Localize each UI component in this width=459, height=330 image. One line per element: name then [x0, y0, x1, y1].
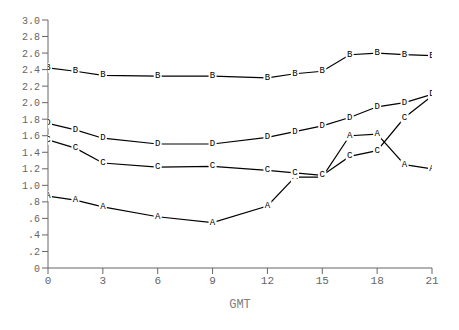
svg-text:B: B: [429, 51, 432, 61]
svg-text:B: B: [73, 66, 79, 76]
svg-text:2.4: 2.4: [22, 65, 40, 76]
svg-text:D: D: [265, 132, 270, 142]
svg-text:.2: .2: [28, 247, 40, 258]
svg-text:0: 0: [45, 275, 52, 287]
svg-text:3.0: 3.0: [22, 16, 40, 27]
svg-text:B: B: [155, 71, 161, 81]
svg-text:1.8: 1.8: [22, 115, 40, 126]
svg-text:D: D: [402, 98, 407, 108]
svg-text:6: 6: [154, 275, 161, 287]
svg-text:A: A: [347, 131, 353, 141]
svg-text:9: 9: [209, 275, 216, 287]
svg-text:1.6: 1.6: [22, 131, 40, 142]
svg-text:C: C: [347, 151, 353, 161]
svg-text:D: D: [210, 139, 215, 149]
svg-text:21: 21: [425, 275, 439, 287]
svg-text:A: A: [73, 195, 79, 205]
svg-text:C: C: [48, 135, 51, 145]
svg-text:15: 15: [316, 275, 329, 287]
svg-text:A: A: [210, 218, 216, 228]
svg-text:2.0: 2.0: [22, 98, 40, 109]
svg-text:C: C: [155, 162, 161, 172]
svg-text:1.2: 1.2: [22, 164, 40, 175]
svg-text:D: D: [320, 121, 325, 131]
svg-text:D: D: [48, 118, 51, 128]
svg-text:.8: .8: [28, 197, 40, 208]
svg-text:B: B: [374, 48, 380, 58]
svg-text:.6: .6: [28, 214, 40, 225]
svg-text:C: C: [374, 146, 380, 156]
svg-text:C: C: [292, 168, 298, 178]
svg-text:D: D: [374, 102, 379, 112]
svg-text:C: C: [320, 170, 326, 180]
svg-text:2.8: 2.8: [22, 32, 40, 43]
svg-text:B: B: [347, 50, 353, 60]
svg-text:B: B: [402, 50, 408, 60]
svg-text:D: D: [73, 125, 78, 135]
svg-text:D: D: [155, 139, 160, 149]
svg-text:C: C: [402, 113, 408, 123]
svg-text:B: B: [265, 73, 271, 83]
svg-text:GMT: GMT: [229, 298, 251, 312]
svg-text:A: A: [265, 201, 271, 211]
svg-text:A: A: [429, 164, 432, 174]
svg-text:B: B: [100, 70, 106, 80]
svg-text:2.6: 2.6: [22, 49, 40, 60]
svg-text:B: B: [292, 69, 298, 79]
svg-text:1.4: 1.4: [22, 148, 40, 159]
svg-text:2.2: 2.2: [22, 82, 40, 93]
svg-text:C: C: [210, 161, 216, 171]
svg-text:C: C: [265, 165, 271, 175]
svg-text:A: A: [155, 212, 161, 222]
svg-text:A: A: [374, 129, 380, 139]
svg-text:D: D: [347, 113, 352, 123]
svg-text:.4: .4: [28, 230, 40, 241]
svg-text:0: 0: [34, 264, 40, 275]
svg-text:1.0: 1.0: [22, 181, 40, 192]
svg-text:D: D: [292, 127, 297, 137]
svg-text:B: B: [320, 66, 326, 76]
svg-text:D: D: [100, 133, 105, 143]
svg-text:B: B: [210, 71, 216, 81]
svg-text:C: C: [73, 143, 79, 153]
svg-text:18: 18: [371, 275, 384, 287]
svg-text:D: D: [429, 89, 432, 99]
svg-text:3: 3: [100, 275, 107, 287]
svg-text:A: A: [100, 202, 106, 212]
svg-text:B: B: [48, 63, 51, 73]
svg-text:C: C: [100, 158, 106, 168]
svg-text:12: 12: [261, 275, 274, 287]
svg-text:A: A: [48, 191, 51, 201]
svg-text:A: A: [402, 160, 408, 170]
